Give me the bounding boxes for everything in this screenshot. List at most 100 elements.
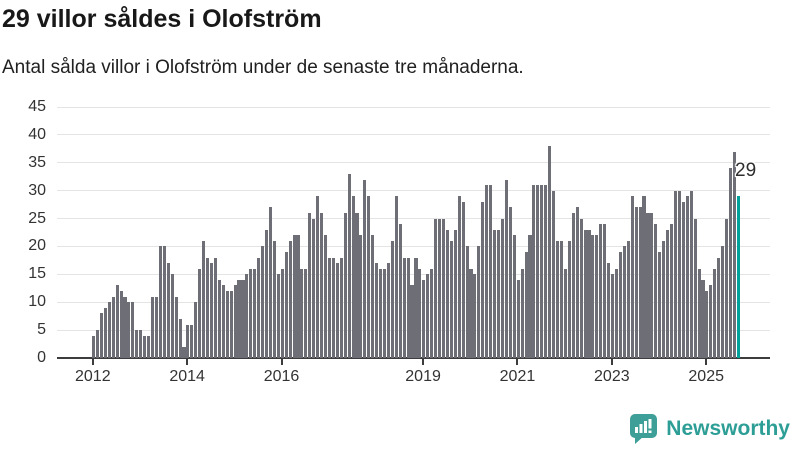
bar — [622, 246, 626, 358]
bar — [516, 279, 520, 358]
x-axis-tick — [280, 358, 283, 365]
x-axis-tick — [516, 358, 519, 365]
bar — [111, 296, 115, 358]
bar — [162, 246, 166, 358]
bar — [390, 240, 394, 358]
bar — [504, 179, 508, 358]
x-axis-tick-label: 2021 — [499, 368, 536, 385]
bar — [536, 185, 540, 358]
bar — [229, 291, 233, 358]
bar — [375, 263, 379, 358]
gridline-y-25 — [57, 218, 770, 220]
bar — [386, 263, 390, 358]
bar — [646, 212, 650, 358]
bar — [261, 246, 265, 358]
bar — [233, 285, 237, 358]
bar — [449, 240, 453, 358]
bar — [587, 229, 591, 358]
bar — [217, 279, 221, 358]
bar — [166, 263, 170, 358]
bar — [292, 235, 296, 358]
bar — [725, 218, 729, 358]
bar — [654, 224, 658, 358]
bar — [579, 218, 583, 358]
bar — [595, 235, 599, 358]
bar — [728, 168, 733, 358]
bar — [95, 330, 100, 358]
bar — [701, 279, 705, 358]
bar — [599, 224, 603, 358]
bar — [355, 212, 359, 358]
bar — [139, 330, 143, 358]
bar — [634, 207, 638, 358]
bar — [441, 218, 446, 358]
bar — [493, 229, 497, 358]
bar — [351, 196, 355, 358]
bar — [304, 268, 308, 358]
bar — [512, 235, 516, 358]
x-axis-line — [57, 357, 770, 359]
bar — [705, 291, 709, 358]
bar — [320, 212, 324, 358]
bar — [107, 302, 111, 358]
bar — [300, 268, 304, 358]
bar — [249, 268, 253, 358]
x-axis-tick-label: 2019 — [405, 368, 441, 385]
newsworthy-logo: Newsworthy — [628, 412, 790, 445]
bar — [611, 274, 615, 358]
x-axis-tick — [610, 358, 613, 365]
bar — [186, 324, 190, 358]
bar — [496, 229, 501, 358]
chart-title: 29 villor såldes i Olofström — [2, 5, 322, 33]
bar — [174, 296, 178, 358]
bar — [508, 207, 512, 358]
y-axis-tick-label: 5 — [37, 321, 46, 339]
bar — [225, 291, 229, 358]
bar — [717, 257, 721, 358]
bar — [209, 263, 214, 358]
bar — [555, 240, 560, 358]
gridline-y-40 — [57, 134, 770, 136]
bar — [520, 268, 524, 358]
bar — [567, 240, 571, 358]
last-value-annotation: 29 — [735, 160, 757, 181]
bar — [339, 257, 343, 358]
bar — [430, 268, 434, 358]
bar — [481, 201, 485, 358]
bar — [532, 185, 536, 358]
bar — [119, 291, 123, 358]
bar — [571, 212, 575, 358]
bar — [406, 257, 410, 358]
bar — [103, 307, 107, 358]
bar — [426, 274, 430, 358]
bar — [371, 235, 375, 358]
bar — [642, 196, 646, 358]
bar — [312, 218, 316, 358]
bar — [650, 212, 654, 358]
bar — [603, 224, 607, 358]
bar — [194, 302, 198, 358]
bar — [638, 207, 642, 358]
x-axis-tick-label: 2023 — [594, 368, 630, 385]
bar — [528, 235, 532, 358]
bar — [288, 240, 292, 358]
bar — [343, 212, 347, 358]
bar — [709, 285, 713, 358]
bar — [359, 235, 363, 358]
bar — [614, 268, 619, 358]
bar — [178, 318, 182, 358]
y-axis-tick-label: 40 — [28, 125, 46, 143]
bar — [548, 146, 552, 358]
bar — [284, 252, 288, 358]
bar — [721, 246, 725, 358]
bar — [147, 335, 151, 358]
bar — [465, 246, 469, 358]
bar — [583, 229, 587, 358]
bar — [99, 313, 103, 358]
bar — [182, 346, 186, 358]
bar — [681, 201, 685, 358]
bar — [241, 279, 245, 358]
bar — [666, 229, 670, 358]
bar — [618, 252, 622, 358]
bar — [591, 235, 595, 358]
